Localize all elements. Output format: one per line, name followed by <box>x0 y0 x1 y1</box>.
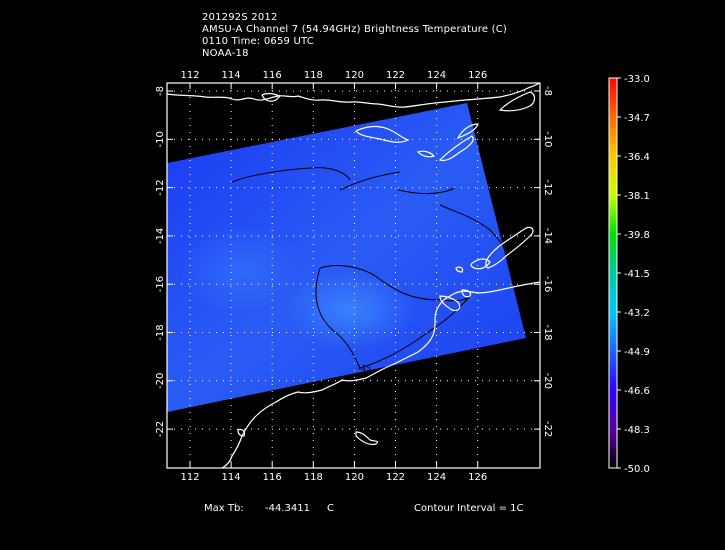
lon-tick-label-bottom: 116 <box>263 472 282 483</box>
lat-tick-label-right: -20 <box>542 373 553 389</box>
max-tb-value: -44.3411 <box>265 503 310 514</box>
lat-tick-label-left: -8 <box>155 86 166 96</box>
lat-tick-label-left: -18 <box>155 324 166 340</box>
warm-core-shading <box>285 270 415 350</box>
lon-tick-label-bottom: 114 <box>222 472 241 483</box>
lat-tick-label-left: -22 <box>155 421 166 437</box>
satellite-title: NOAA-18 <box>202 48 249 59</box>
max-tb-label: Max Tb: <box>204 503 244 514</box>
colorbar-label: -33.0 <box>624 74 650 85</box>
contour-label: -45 <box>358 364 371 373</box>
lat-tick-label-right: -12 <box>542 179 553 195</box>
channel-title: AMSU-A Channel 7 (54.94GHz) Brightness T… <box>202 24 507 35</box>
storm-id-title: 201292S 2012 <box>202 12 278 23</box>
lat-tick-label-left: -12 <box>155 179 166 195</box>
colorbar-label: -48.3 <box>624 425 650 436</box>
colorbar: -33.0 -34.7 -36.4 -38.1 -39.8 -41.5 -43.2 -44.9… <box>609 74 650 475</box>
colorbar-label: -41.5 <box>624 269 650 280</box>
lon-tick-label-bottom: 124 <box>427 472 446 483</box>
time-title: 0110 Time: 0659 UTC <box>202 36 314 47</box>
map-area: -46 -45 <box>167 83 540 468</box>
colorbar-gradient <box>609 78 617 468</box>
lat-tick-label-right: -10 <box>542 131 553 147</box>
lon-tick-label-top: 116 <box>263 70 282 81</box>
lat-tick-label-left: -16 <box>155 276 166 292</box>
lon-tick-label-bottom: 122 <box>386 472 405 483</box>
lat-tick-label-right: -16 <box>542 276 553 292</box>
colorbar-label: -39.8 <box>624 230 650 241</box>
swath-data <box>167 103 526 412</box>
lon-tick-label-bottom: 120 <box>345 472 364 483</box>
colorbar-label: -43.2 <box>624 308 650 319</box>
map-frame <box>166 82 541 469</box>
lon-tick-label-top: 112 <box>180 70 199 81</box>
lon-tick-label-top: 118 <box>304 70 323 81</box>
tick-labels: 112 112 114 114 116 116 118 118 120 120 122 122 124 1… <box>155 70 553 483</box>
coastlines <box>167 83 540 468</box>
lon-tick-label-bottom: 126 <box>468 472 487 483</box>
contour-interval: Contour Interval = 1C <box>414 503 524 514</box>
colorbar-frame <box>608 77 618 469</box>
lat-tick-label-right: -14 <box>542 228 553 244</box>
tick-marks <box>167 83 540 468</box>
lon-tick-label-top: 120 <box>345 70 364 81</box>
lon-tick-label-bottom: 118 <box>304 472 323 483</box>
lon-tick-label-top: 114 <box>222 70 241 81</box>
colorbar-label: -50.0 <box>624 464 650 475</box>
lat-tick-label-right: -8 <box>542 86 553 96</box>
colorbar-label: -44.9 <box>624 347 650 358</box>
lat-tick-label-left: -10 <box>155 131 166 147</box>
contour-lines <box>231 167 511 369</box>
warm-core-shading <box>180 225 300 315</box>
lon-tick-label-top: 122 <box>386 70 405 81</box>
lon-tick-label-bottom: 112 <box>180 472 199 483</box>
colorbar-label: -34.7 <box>624 113 650 124</box>
lon-tick-label-top: 124 <box>427 70 446 81</box>
colorbar-label: -36.4 <box>624 152 650 163</box>
lon-tick-label-top: 126 <box>468 70 487 81</box>
lat-tick-label-left: -14 <box>155 228 166 244</box>
max-tb-unit: C <box>327 503 334 514</box>
lat-tick-label-left: -20 <box>155 373 166 389</box>
contour-label: -46 <box>510 229 523 238</box>
lat-tick-label-right: -18 <box>542 324 553 340</box>
lat-tick-label-right: -22 <box>542 421 553 437</box>
colorbar-label: -38.1 <box>624 191 650 202</box>
colorbar-label: -46.6 <box>624 386 650 397</box>
